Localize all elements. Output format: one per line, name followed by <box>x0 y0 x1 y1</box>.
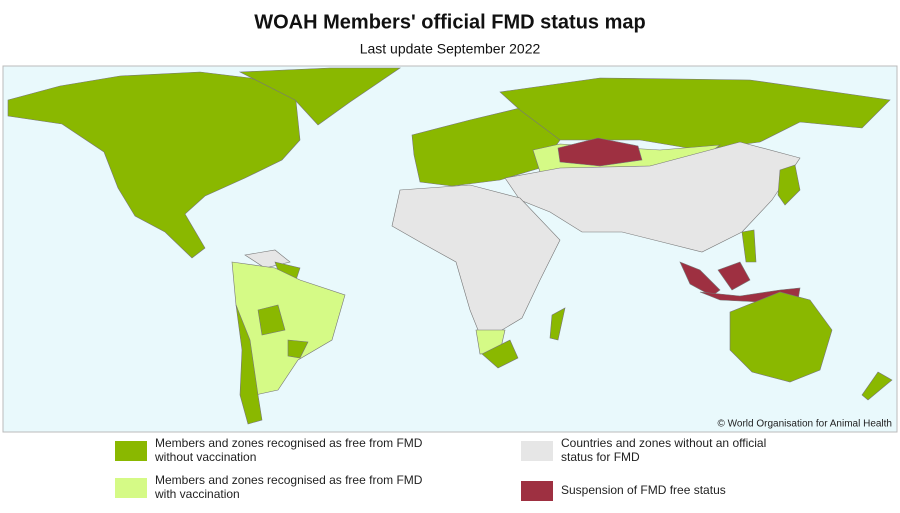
region <box>717 261 751 291</box>
legend-swatch <box>115 441 147 461</box>
region <box>549 307 566 341</box>
legend-swatch <box>115 478 147 498</box>
region <box>679 261 721 297</box>
region <box>557 137 643 167</box>
region <box>741 229 757 263</box>
legend-label: status for FMD <box>561 450 640 464</box>
copyright: © World Organisation for Animal Health <box>718 419 892 430</box>
region <box>729 291 833 383</box>
region <box>238 67 401 126</box>
region <box>777 164 801 206</box>
legend-label: Members and zones recognised as free fro… <box>155 473 423 487</box>
legend-swatch <box>521 441 553 461</box>
legend: Members and zones recognised as free fro… <box>115 436 766 501</box>
region <box>235 304 263 425</box>
title: WOAH Members' official FMD status map <box>254 11 645 33</box>
legend-label: Members and zones recognised as free fro… <box>155 436 423 450</box>
legend-label: with vaccination <box>154 487 240 501</box>
region <box>257 304 286 336</box>
legend-label: Countries and zones without an official <box>561 436 766 450</box>
region <box>481 339 519 369</box>
legend-swatch <box>521 481 553 501</box>
region <box>7 71 301 259</box>
region <box>499 77 891 151</box>
region <box>411 107 561 187</box>
region <box>504 141 801 253</box>
legend-label: without vaccination <box>154 450 256 464</box>
region <box>287 339 309 359</box>
region <box>861 371 893 401</box>
map <box>7 67 893 425</box>
subtitle: Last update September 2022 <box>360 41 541 57</box>
legend-label: Suspension of FMD free status <box>561 483 726 497</box>
